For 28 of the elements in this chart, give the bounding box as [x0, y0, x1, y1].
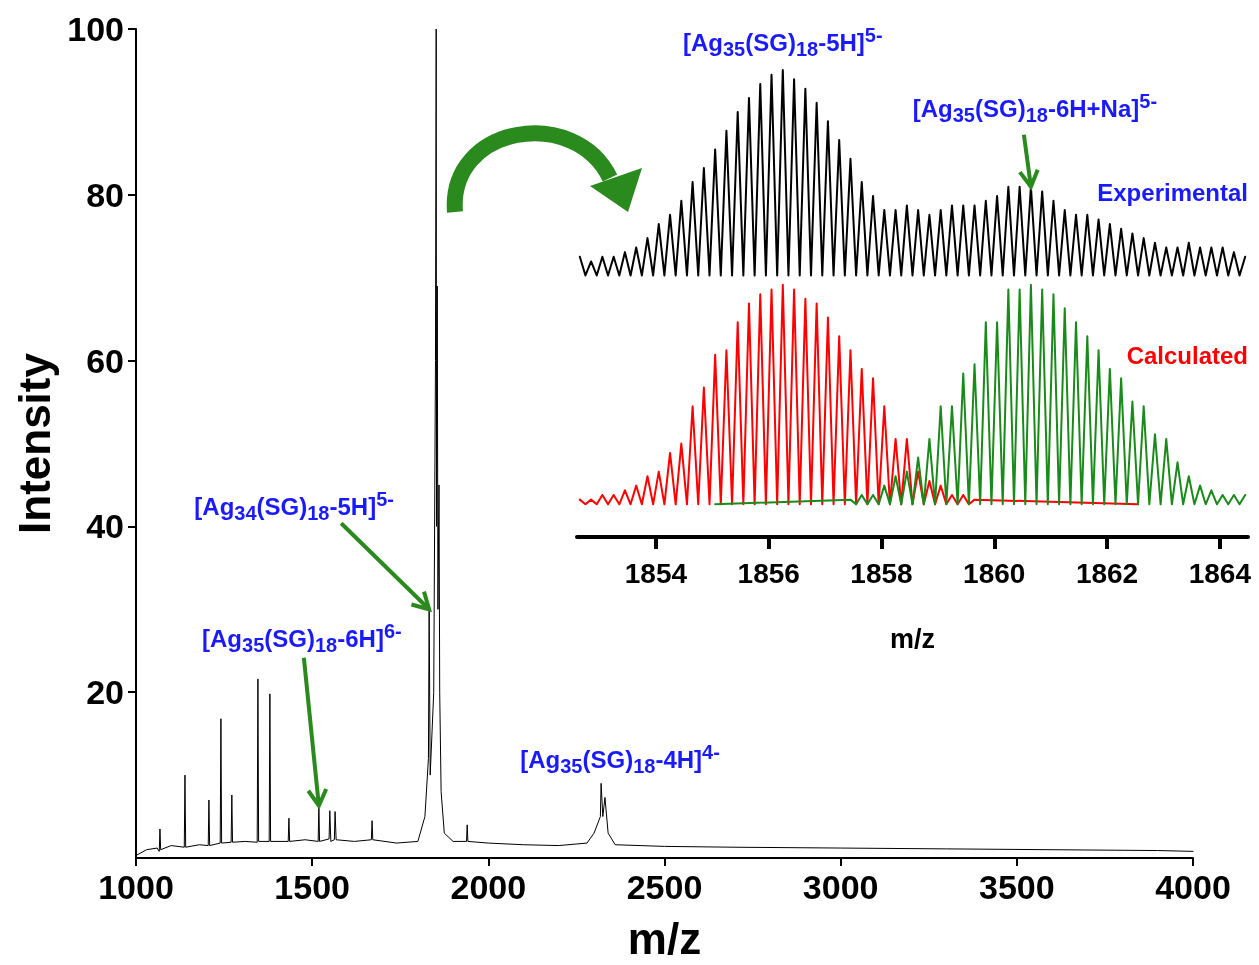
y-axis-title: Intensity: [9, 352, 59, 534]
x-axis-title: m/z: [889, 623, 936, 654]
x-tick-label: 1500: [274, 868, 350, 906]
x-tick-label: 1000: [98, 868, 174, 906]
x-tick-label: 1856: [737, 557, 800, 589]
x-tick-label: 1854: [624, 557, 688, 589]
series-label: Experimental: [1097, 179, 1248, 206]
x-tick-label: 1860: [963, 557, 1026, 589]
x-tick-label: 4000: [1155, 868, 1231, 906]
x-tick-label: 3000: [802, 868, 879, 906]
x-tick-label: 2500: [626, 868, 703, 906]
x-tick-label: 1864: [1188, 557, 1252, 589]
y-tick-label: 40: [86, 507, 124, 546]
annotation: [Ag$_{35}$(SG)$_{18}$-5H]$^{5-}$: [682, 23, 883, 61]
y-tick-label: 20: [86, 673, 124, 712]
annotation: [Ag$_{35}$(SG)$_{18}$-4H]$^{4-}$: [520, 740, 720, 778]
x-tick-label: 2000: [450, 868, 527, 906]
y-tick-label: 60: [86, 341, 124, 380]
text: Calculated: [1126, 341, 1248, 369]
x-axis-title: m/z: [627, 913, 702, 963]
annotation: [Ag$_{34}$(SG)$_{18}$-5H]$^{5-}$: [194, 487, 394, 525]
x-tick-label: 1862: [1075, 557, 1139, 589]
y-tick-label: 100: [67, 10, 124, 48]
y-tick-label: 80: [86, 175, 124, 214]
annotation: [Ag$_{35}$(SG)$_{18}$-6H]$^{6-}$: [202, 619, 402, 657]
annotation: [Ag$_{35}$(SG)$_{18}$-6H+Na]$^{5-}$: [912, 89, 1158, 127]
x-tick-label: 1858: [850, 557, 913, 589]
x-tick-label: 3500: [979, 868, 1055, 906]
